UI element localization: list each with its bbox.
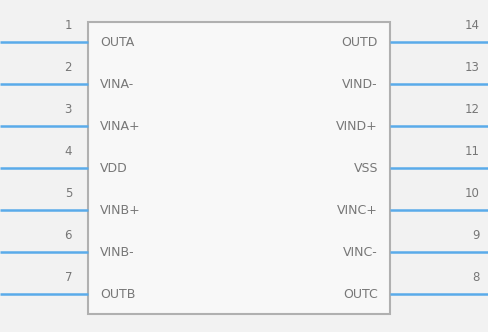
Text: 9: 9 xyxy=(472,229,480,242)
Text: 2: 2 xyxy=(64,61,72,74)
Text: VINA-: VINA- xyxy=(100,77,134,91)
Text: VINA+: VINA+ xyxy=(100,120,141,132)
Text: 1: 1 xyxy=(64,19,72,32)
Bar xyxy=(88,22,390,314)
Text: VINC+: VINC+ xyxy=(337,204,378,216)
Text: VIND+: VIND+ xyxy=(336,120,378,132)
Text: OUTA: OUTA xyxy=(100,36,134,48)
Text: VINB-: VINB- xyxy=(100,245,135,259)
Text: 10: 10 xyxy=(465,187,480,200)
Text: 3: 3 xyxy=(64,103,72,116)
Text: VINC-: VINC- xyxy=(343,245,378,259)
Text: 8: 8 xyxy=(472,271,480,284)
Text: VIND-: VIND- xyxy=(343,77,378,91)
Text: VDD: VDD xyxy=(100,161,128,175)
Text: 4: 4 xyxy=(64,145,72,158)
Text: OUTC: OUTC xyxy=(343,288,378,300)
Text: 14: 14 xyxy=(465,19,480,32)
Text: OUTD: OUTD xyxy=(342,36,378,48)
Text: 12: 12 xyxy=(465,103,480,116)
Text: 6: 6 xyxy=(64,229,72,242)
Text: OUTB: OUTB xyxy=(100,288,135,300)
Text: 13: 13 xyxy=(465,61,480,74)
Text: VINB+: VINB+ xyxy=(100,204,141,216)
Text: VSS: VSS xyxy=(353,161,378,175)
Text: 11: 11 xyxy=(465,145,480,158)
Text: 7: 7 xyxy=(64,271,72,284)
Text: 5: 5 xyxy=(64,187,72,200)
